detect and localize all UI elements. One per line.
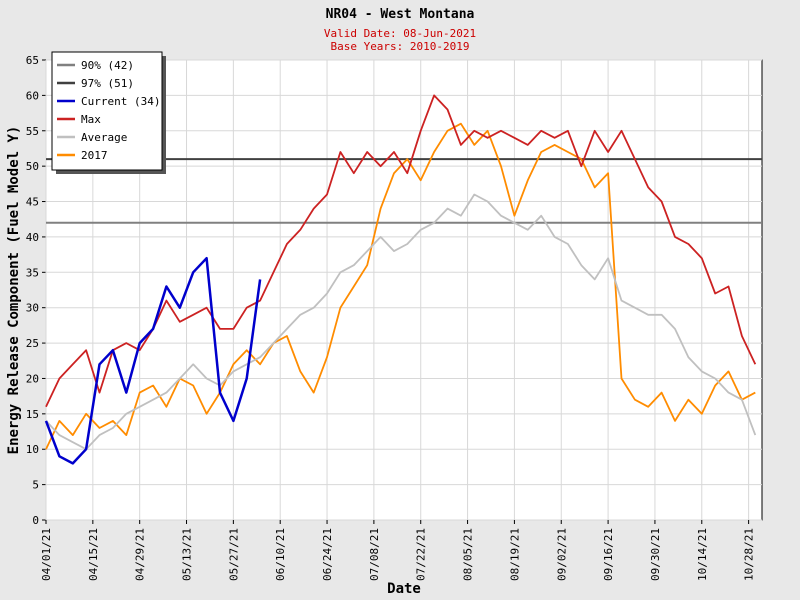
series-line [45,193,757,451]
x-tick-label: 10/28/21 [743,528,756,581]
y-tick-label: 35 [26,266,39,279]
x-tick-label: 09/16/21 [602,528,615,581]
x-tick-label: 05/13/21 [181,528,194,581]
y-axis-label: Energy Release Component (Fuel Model Y) [6,126,22,455]
y-tick-label: 0 [32,514,39,527]
series-line [44,256,262,465]
y-tick-label: 60 [26,89,39,102]
y-tick-label: 10 [26,443,39,456]
x-tick-label: 07/08/21 [368,528,381,581]
x-tick-label: 08/19/21 [508,528,521,581]
y-tick-label: 30 [26,302,39,315]
y-tick-label: 5 [32,479,39,492]
chart-title: NR04 - West Montana [326,7,475,22]
legend-label: Max [81,113,101,126]
x-tick-label: 08/05/21 [462,528,475,581]
x-tick-label: 09/30/21 [649,528,662,581]
y-tick-label: 65 [26,54,39,67]
subtitle: Valid Date: 08-Jun-2021 [324,27,476,40]
y-tick-label: 40 [26,231,39,244]
x-tick-label: 09/02/21 [555,528,568,581]
y-tick-label: 15 [26,408,39,421]
x-tick-label: 05/27/21 [227,528,240,581]
subtitle: Base Years: 2010-2019 [330,40,469,53]
x-axis-label: Date [387,581,421,597]
x-tick-label: 06/24/21 [321,528,334,581]
x-tick-label: 04/29/21 [134,528,147,581]
legend-label: 2017 [81,149,108,162]
legend-label: 90% (42) [81,59,134,72]
x-tick-label: 04/15/21 [87,528,100,581]
series-line [45,94,757,408]
series-line [45,122,756,450]
y-tick-label: 50 [26,160,39,173]
legend [51,51,163,171]
x-tick-label: 07/22/21 [415,528,428,581]
legend-label: Average [81,131,127,144]
x-tick-label: 10/14/21 [696,528,709,581]
y-tick-label: 20 [26,372,39,385]
legend-label: 97% (51) [81,77,134,90]
y-tick-label: 45 [26,196,39,209]
y-tick-label: 25 [26,337,39,350]
x-tick-label: 06/10/21 [274,528,287,581]
legend-label: Current (34) [81,95,160,108]
x-tick-label: 04/01/21 [40,528,53,581]
y-tick-label: 55 [26,125,39,138]
